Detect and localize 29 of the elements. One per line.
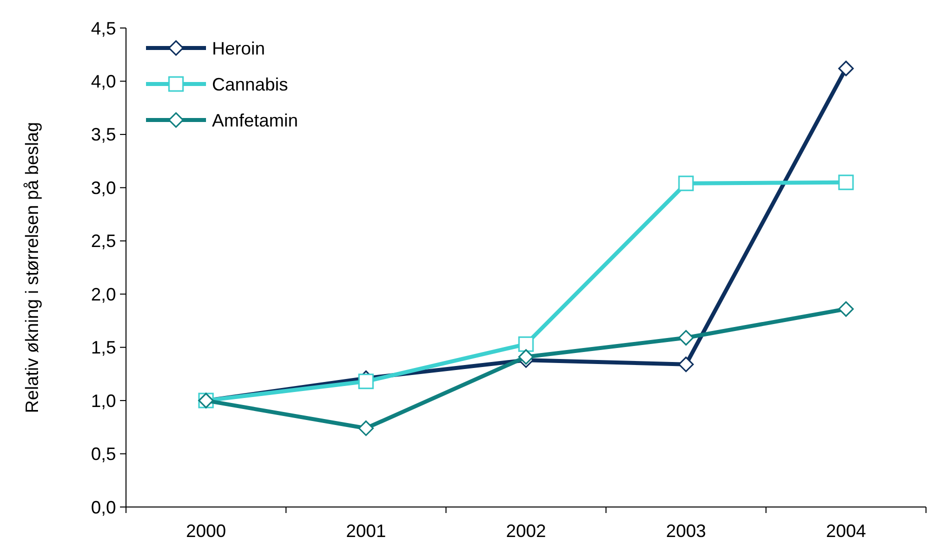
point: [678, 356, 694, 372]
y-tick-label: 1,5: [90, 338, 116, 358]
y-axis-title: Relativ økning i størrelsen på beslag: [22, 122, 42, 414]
x-tick-label: 2004: [826, 521, 866, 541]
y-tick-label: 0,5: [90, 444, 116, 464]
y-tick-label: 1,0: [90, 390, 116, 411]
y-tick-label: 2,0: [90, 284, 116, 304]
point: [678, 176, 694, 192]
legend-label: Cannabis: [212, 74, 288, 94]
y-tick-label: 4,5: [90, 18, 116, 38]
legend-label: Amfetamin: [212, 110, 298, 130]
y-tick-label: 0,0: [90, 497, 116, 518]
point: [358, 420, 374, 436]
point: [518, 349, 534, 365]
y-tick-label: 4,0: [90, 72, 116, 92]
point: [838, 174, 854, 190]
legend-label: Heroin: [212, 38, 266, 58]
x-tick-label: 2000: [186, 521, 226, 541]
y-tick-label: 3,0: [90, 178, 116, 198]
x-tick-label: 2001: [346, 521, 386, 541]
x-tick-label: 2002: [506, 521, 546, 541]
point: [358, 374, 374, 390]
y-tick-label: 2,5: [90, 231, 116, 252]
y-tick-label: 3,5: [90, 124, 116, 145]
point: [678, 330, 694, 346]
point: [838, 60, 854, 76]
x-tick-label: 2003: [666, 521, 706, 541]
point: [838, 301, 854, 317]
point: [518, 336, 534, 352]
